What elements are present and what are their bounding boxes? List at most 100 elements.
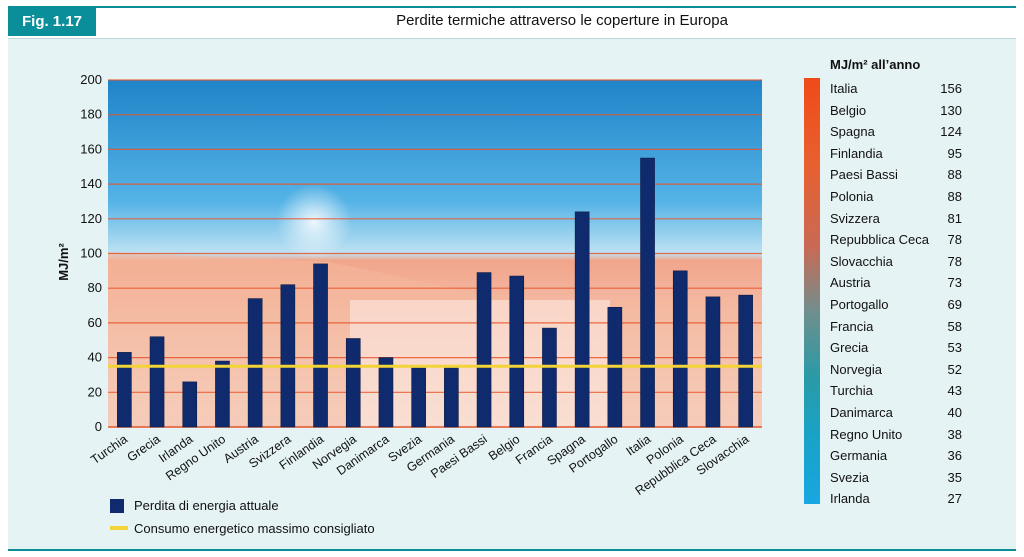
side-table-row: Italia 156 <box>830 78 962 100</box>
side-table-row: Svizzera 81 <box>830 208 962 230</box>
side-table-value: 124 <box>940 124 962 140</box>
bar <box>574 211 590 428</box>
sun-glare <box>276 184 352 260</box>
y-tick-label: 180 <box>80 107 102 122</box>
side-table-country: Finlandia <box>830 145 883 161</box>
side-table-row: Irlanda 27 <box>830 488 962 510</box>
side-table-country: Belgio <box>830 102 867 118</box>
side-table-value: 52 <box>947 361 962 377</box>
bar <box>247 298 263 428</box>
side-table-row: Slovacchia 78 <box>830 251 962 273</box>
x-tick-label: Turchia <box>88 432 130 467</box>
y-tick-label: 200 <box>80 72 102 87</box>
bar <box>149 336 165 428</box>
side-table-row: Belgio 130 <box>830 100 962 122</box>
legend-threshold-swatch <box>110 526 128 530</box>
side-table-value: 38 <box>947 426 962 442</box>
y-tick-label: 160 <box>80 141 102 156</box>
side-table-value: 130 <box>940 102 962 118</box>
y-tick-label: 120 <box>80 211 102 226</box>
side-table-row: Spagna 124 <box>830 121 962 143</box>
side-table-country: Regno Unito <box>830 426 903 442</box>
side-table-row: Repubblica Ceca 78 <box>830 229 962 251</box>
side-table-heading: MJ/m² all’anno <box>830 57 921 72</box>
bar <box>345 338 361 428</box>
side-table-country: Paesi Bassi <box>830 167 898 183</box>
side-table-country: Svezia <box>830 469 870 485</box>
side-table-country: Germania <box>830 448 888 464</box>
side-table-value: 27 <box>947 491 962 507</box>
x-tick-label: Grecia <box>125 432 163 465</box>
y-tick-label: 0 <box>95 419 102 434</box>
side-table-country: Polonia <box>830 188 874 204</box>
bar <box>411 367 426 428</box>
side-table-row: Germania 36 <box>830 445 962 467</box>
side-table-value: 156 <box>940 81 962 96</box>
legend-bars-label: Perdita di energia attuale <box>134 498 279 513</box>
side-table: Italia 156 Belgio 130 Spagna 124 Finlandia 95 Pa… <box>830 78 962 510</box>
side-table-country: Francia <box>830 318 874 334</box>
y-tick-label: 20 <box>88 384 102 399</box>
side-table-row: Finlandia 95 <box>830 143 962 165</box>
side-table-value: 53 <box>947 340 962 356</box>
side-table-value: 36 <box>947 448 962 464</box>
color-scale-bar <box>804 78 820 504</box>
side-table-row: Regno Unito 38 <box>830 424 962 446</box>
side-table-value: 40 <box>947 404 962 420</box>
side-table-value: 78 <box>947 253 962 269</box>
side-table-value: 88 <box>947 188 962 204</box>
side-table-value: 95 <box>947 145 962 161</box>
bar <box>640 157 655 428</box>
side-table-value: 69 <box>947 296 962 312</box>
side-table-row: Norvegia 52 <box>830 359 962 381</box>
y-tick-label: 100 <box>80 246 102 261</box>
bar <box>738 294 753 428</box>
y-tick-label: 80 <box>88 280 102 295</box>
side-table-country: Svizzera <box>830 210 880 226</box>
side-table-value: 73 <box>947 275 962 291</box>
bar <box>509 275 525 428</box>
bar <box>182 381 198 428</box>
bar <box>215 360 230 428</box>
side-table-value: 58 <box>947 318 962 334</box>
side-table-row: Grecia 53 <box>830 337 962 359</box>
side-table-country: Repubblica Ceca <box>830 232 930 248</box>
side-table-value: 81 <box>947 210 962 226</box>
side-table-country: Austria <box>830 275 871 291</box>
bar <box>313 263 328 428</box>
bar <box>542 327 557 428</box>
figure-title: Perdite termiche attraverso le coperture… <box>396 12 728 29</box>
bar <box>476 272 492 428</box>
side-table-row: Svezia 35 <box>830 467 962 489</box>
side-table-country: Slovacchia <box>830 253 893 269</box>
side-table-value: 78 <box>947 232 962 248</box>
side-table-value: 88 <box>947 167 962 183</box>
side-table-row: Francia 58 <box>830 316 962 338</box>
side-table-row: Portogallo 69 <box>830 294 962 316</box>
bar <box>705 296 721 428</box>
side-table-country: Turchia <box>830 383 873 399</box>
y-tick-label: 40 <box>88 350 102 365</box>
side-table-country: Portogallo <box>830 296 889 312</box>
side-table-country: Spagna <box>830 124 875 140</box>
side-table-row: Paesi Bassi 88 <box>830 164 962 186</box>
side-table-country: Norvegia <box>830 361 883 377</box>
y-axis-label: MJ/m² <box>56 243 71 281</box>
top-rule <box>8 6 1016 8</box>
side-table-value: 35 <box>947 469 962 485</box>
y-tick-label: 140 <box>80 176 102 191</box>
side-table-row: Polonia 88 <box>830 186 962 208</box>
side-table-country: Danimarca <box>830 404 893 420</box>
bottom-rule <box>8 549 1016 551</box>
side-table-row: Turchia 43 <box>830 380 962 402</box>
y-tick-label: 60 <box>88 315 102 330</box>
side-table-country: Grecia <box>830 340 869 356</box>
side-table-country: Irlanda <box>830 491 870 507</box>
bar <box>117 352 132 428</box>
bar <box>280 284 296 428</box>
side-table-value: 43 <box>947 383 962 399</box>
side-table-row: Danimarca 40 <box>830 402 962 424</box>
figure-badge: Fig. 1.17 <box>8 8 96 36</box>
legend-threshold-label: Consumo energetico massimo consigliato <box>134 521 375 536</box>
